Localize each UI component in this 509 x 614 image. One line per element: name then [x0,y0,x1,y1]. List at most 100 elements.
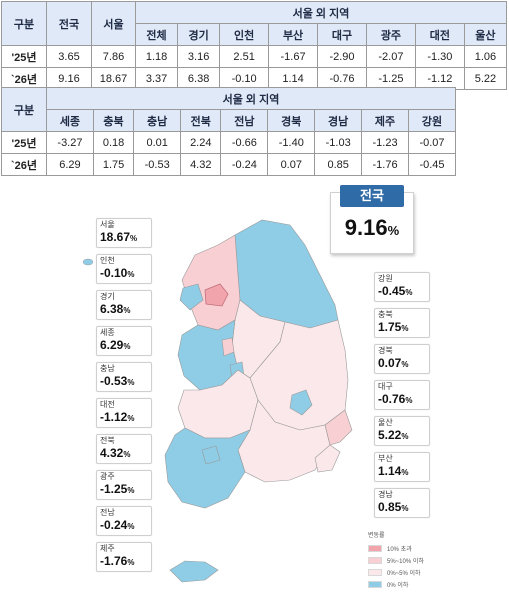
table-cell: -1.40 [267,131,316,154]
table-cell: 1.18 [134,45,179,68]
table-cell: -1.25 [365,67,416,90]
national-value: 9.16% [344,215,400,240]
legend-label: 0%~5% 이하 [387,570,421,577]
change-table-bottom: 구분 서울 외 지역 세종 충북 충남 전북 전남 경북 경남 제주 강원 '25년 -3.27 0… [1,87,456,176]
change-table-top: 구분 전국 서울 서울 외 지역 전체 경기 인천 부산 대구 광주 대전 울산 '25년 3.… [1,1,508,90]
table-cell: 2.24 [180,131,222,154]
col-header: 충남 [133,109,182,132]
region-label-chungnam: 충남 -0.53% [96,362,152,392]
region-value-number: 18.67 [100,230,131,244]
national-title: 전국 [340,185,404,207]
region-value-unit: % [405,288,413,297]
region-name: 경기 [100,292,115,301]
col-header: 전남 [220,109,269,132]
col-header: 제주 [361,109,409,132]
region-value-unit: % [127,486,135,495]
region-value-unit: % [127,378,135,387]
region-name: 충남 [100,364,115,373]
region-value-unit: % [127,270,135,279]
region-value-number: 0.85 [378,500,402,514]
col-header: 인천 [219,23,270,46]
region-value-unit: % [123,342,131,351]
col-header: 대전 [414,23,465,46]
col-header: 충북 [92,109,135,132]
table-cell: -1.67 [268,45,319,68]
region-label-incheon: 인천 -0.10% [96,254,152,284]
region-label-gyeongnam: 경남 0.85% [374,488,430,518]
row-label: `26년 [1,67,47,90]
table-cell: 1.75 [92,153,135,176]
legend-label: 0% 이하 [387,582,409,589]
row-label: '25년 [1,45,47,68]
korea-map [82,219,430,583]
region-value: -0.53% [100,374,148,390]
region-label-chungbuk: 충북 1.75% [374,308,430,338]
region-value: 5.22% [378,428,426,444]
region-label-jeonbuk: 전북 4.32% [96,434,152,464]
region-value: 1.14% [378,464,426,480]
region-name: 서울 [100,220,115,229]
group-header: 서울 외 지역 [135,1,507,24]
region-value-unit: % [127,414,135,423]
region-value-number: 6.38 [100,302,124,316]
table-cell: 0.85 [314,153,363,176]
table-row: `26년 6.29 1.75 -0.53 4.32 -0.24 0.07 0.85 -1.76-… [1,153,456,176]
region-value-unit: % [401,432,409,441]
region-value-unit: % [123,450,131,459]
region-name: 광주 [100,472,115,481]
region-value-number: -0.10 [100,266,128,280]
region-name: 대전 [100,400,115,409]
col-header: 경남 [314,109,363,132]
region-name: 세종 [100,328,115,337]
group-header: 서울 외 지역 [46,87,456,110]
region-gwangju [201,445,221,465]
region-name: 경남 [378,490,393,499]
region-label-ulsan: 울산 5.22% [374,416,430,446]
region-value-unit: % [127,522,135,531]
map-legend: 변동률 10% 초과 5%~10% 이하 0%~5% 이하 0% 이하 [368,530,458,590]
legend-swatch [368,544,382,552]
region-value: 6.29% [100,338,148,354]
region-value-number: 1.75 [378,320,402,334]
table-cell: -0.07 [408,131,456,154]
legend-label: 5%~10% 이하 [387,558,424,565]
legend-swatch [368,580,382,588]
table-cell: 6.29 [46,153,94,176]
region-value: 0.85% [378,500,426,516]
region-value-number: 6.29 [100,338,124,352]
table-cell: -0.45 [408,153,456,176]
table-cell: 4.32 [180,153,222,176]
region-value-number: -1.25 [100,482,128,496]
region-name: 충북 [378,310,393,319]
region-value: -1.76% [100,554,148,570]
region-sejong [221,337,235,357]
region-label-jeju: 제주 -1.76% [96,542,152,572]
region-daegu [289,389,313,416]
table-cell: -0.24 [220,153,269,176]
region-value-number: -1.76 [100,554,128,568]
legend-swatch [368,556,382,564]
row-header: 구분 [1,1,47,46]
region-name: 제주 [100,544,115,553]
region-label-gyeonggi: 경기 6.38% [96,290,152,320]
table-row: '25년 3.65 7.86 1.18 3.16 2.51 -1.67 -2.90 -2.07-… [1,45,508,68]
region-jeonnam [164,427,251,509]
region-value-number: -0.53 [100,374,128,388]
region-value: 0.07% [378,356,426,372]
legend-item: 0% 이하 [368,578,458,590]
region-label-gwangju: 광주 -1.25% [96,470,152,500]
table-cell: -1.30 [414,45,465,68]
region-label-busan: 부산 1.14% [374,452,430,482]
region-label-daegu: 대구 -0.76% [374,380,430,410]
region-name: 울산 [378,418,393,427]
legend-item: 0%~5% 이하 [368,566,458,578]
table-cell: -2.07 [365,45,416,68]
table-cell: -0.53 [133,153,182,176]
table-cell: -1.76 [361,153,409,176]
region-value-unit: % [401,468,409,477]
table-cell: 3.16 [177,45,221,68]
region-ulsan [324,409,353,446]
region-value-number: 0.07 [378,356,402,370]
legend-swatch [368,568,382,576]
region-label-gangwon: 강원 -0.45% [374,272,430,302]
